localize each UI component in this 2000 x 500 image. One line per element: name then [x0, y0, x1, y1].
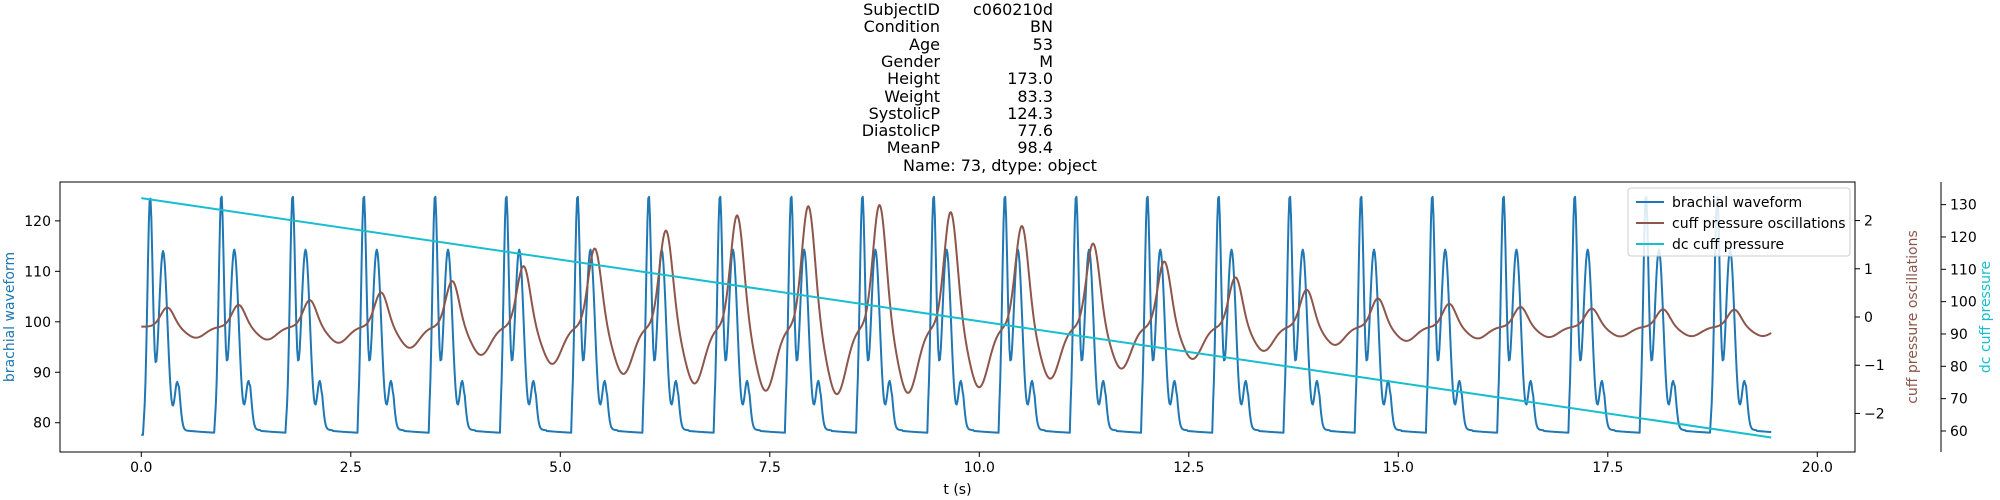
legend: brachial waveform cuff pressure oscillati… [1627, 187, 1851, 257]
series-layer [141, 195, 1772, 439]
y-tick-label: 90 [33, 365, 51, 381]
title-value: 173.0 [1007, 69, 1053, 89]
title-key: DiastolicP [861, 121, 940, 141]
title-row-meanp: MeanP 98.4 [0, 139, 2000, 156]
x-tick-label: 20.0 [1802, 460, 1833, 476]
title-key: SubjectID [863, 0, 940, 19]
y-axis-label-2: cuff pressure oscillations [1905, 230, 1921, 404]
x-tick-label: 10.0 [964, 460, 995, 476]
cuff-pressure-oscillations-line [141, 204, 1772, 396]
dc-cuff-pressure-line [141, 197, 1772, 439]
x-tick-label: 15.0 [1383, 460, 1414, 476]
title-key: MeanP [886, 138, 940, 158]
title-value: 83.3 [1017, 86, 1053, 106]
title-value: 77.6 [1017, 121, 1053, 141]
title-row-age: Age 53 [0, 36, 2000, 53]
y-tick-label: 120 [24, 214, 51, 230]
title-row-height: Height 173.0 [0, 70, 2000, 87]
x-tick-label: 17.5 [1592, 460, 1623, 476]
y-tick-label: 90 [1950, 327, 1968, 343]
y-axis-label-1: brachial waveform [2, 252, 18, 382]
x-tick-label: 5.0 [549, 460, 571, 476]
title-row-diastolicp: DiastolicP 77.6 [0, 122, 2000, 139]
y-tick-label: 0 [1864, 310, 1873, 326]
title-value: 98.4 [1017, 138, 1053, 158]
title-value: M [1039, 51, 1053, 71]
title-key: Age [909, 34, 940, 54]
title-row-weight: Weight 83.3 [0, 88, 2000, 105]
title-footer: Name: 73, dtype: object [903, 155, 1097, 175]
y-tick-label: −1 [1864, 358, 1885, 374]
x-axis-label: t (s) [943, 482, 971, 498]
y-tick-label: 1 [1864, 262, 1873, 278]
y-tick-label: 100 [1950, 295, 1977, 311]
y-axis-label-3: dc cuff pressure [1978, 261, 1994, 373]
axes-layer: 0.0 2.5 5.0 7.5 10.0 12.5 15.0 17.5 20.0 t (s) 80 9… [2, 182, 1994, 498]
y-tick-label: 80 [33, 416, 51, 432]
title-key: Condition [863, 17, 940, 37]
x-tick-label: 7.5 [759, 460, 781, 476]
title-key: SystolicP [868, 103, 940, 123]
y-tick-label: 110 [1950, 262, 1977, 278]
title-row-gender: Gender M [0, 53, 2000, 70]
title-key: Height [887, 69, 940, 89]
y-tick-label: 110 [24, 264, 51, 280]
y-tick-label: 2 [1864, 214, 1873, 230]
y-tick-label: 130 [1950, 198, 1977, 214]
title-key: Weight [884, 86, 940, 106]
title-value: 53 [1032, 34, 1053, 54]
title-key: Gender [881, 51, 940, 71]
legend-box [1627, 187, 1851, 257]
title-row-condition: Condition BN [0, 18, 2000, 35]
title-value: c060210d [972, 0, 1053, 19]
legend-entry: cuff pressure oscillations [1672, 216, 1846, 232]
legend-entry: brachial waveform [1672, 195, 1802, 211]
y-tick-label: 120 [1950, 230, 1977, 246]
title-row-subjectid: SubjectID c060210d [0, 1, 2000, 18]
y-tick-label: 70 [1950, 392, 1968, 408]
title-row-systolicp: SystolicP 124.3 [0, 105, 2000, 122]
legend-entry: dc cuff pressure [1672, 237, 1784, 253]
chart-title-block: SubjectID c060210d Condition BN Age 53 Gender M… [0, 0, 2000, 180]
x-tick-label: 2.5 [340, 460, 362, 476]
title-value: BN [1030, 17, 1053, 37]
y-tick-label: −2 [1864, 406, 1885, 422]
brachial-waveform-line [141, 195, 1772, 436]
x-tick-label: 12.5 [1173, 460, 1204, 476]
y-tick-label: 80 [1950, 359, 1968, 375]
x-tick-label: 0.0 [130, 460, 152, 476]
y-tick-label: 60 [1950, 424, 1968, 440]
title-value: 124.3 [1007, 103, 1053, 123]
y-tick-label: 100 [24, 315, 51, 331]
